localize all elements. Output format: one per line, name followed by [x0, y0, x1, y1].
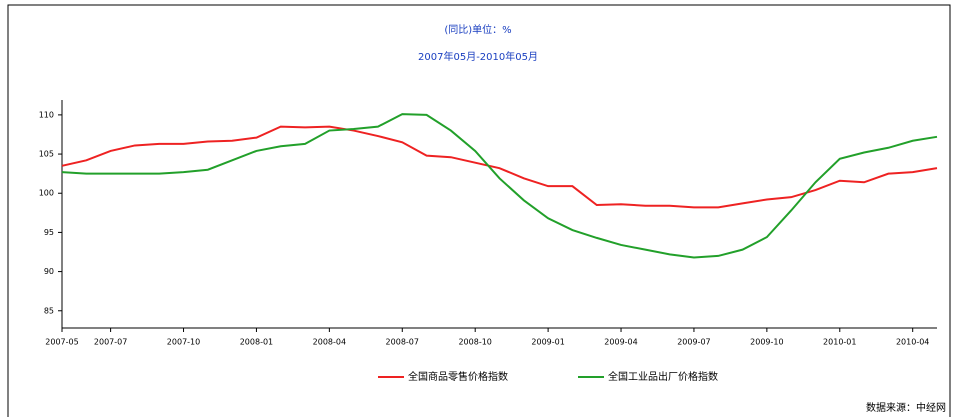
x-tick-label: 2008-07: [386, 338, 419, 347]
y-tick-label: 85: [44, 306, 54, 315]
x-tick-label: 2008-01: [240, 338, 273, 347]
x-tick-label: 2008-10: [458, 338, 491, 347]
x-tick-label: 2010-04: [896, 338, 929, 347]
y-tick-label: 90: [44, 267, 54, 276]
chart-subtitle: 2007年05月-2010年05月: [418, 50, 538, 63]
series-line: [61, 113, 938, 259]
x-tick-label: 2008-04: [313, 338, 346, 347]
x-tick-label: 2010-01: [823, 338, 856, 347]
x-tick-label: 2009-01: [531, 338, 564, 347]
legend-label: 全国商品零售价格指数: [408, 370, 508, 383]
x-tick-label: 2009-04: [604, 338, 637, 347]
series-line: [61, 125, 938, 209]
legend-label: 全国工业品出厂价格指数: [608, 370, 718, 383]
y-tick-label: 95: [44, 228, 54, 237]
x-tick-label: 2009-10: [750, 338, 783, 347]
chart-title: (同比)单位：%: [444, 23, 511, 36]
frame: [7, 4, 951, 417]
x-tick-label: 2007-07: [94, 338, 127, 347]
x-tick-label: 2009-07: [677, 338, 710, 347]
y-tick-label: 110: [39, 110, 54, 119]
x-tick-label: 2007-05: [45, 338, 78, 347]
source: 数据来源：中经网: [866, 401, 946, 414]
y-tick-label: 100: [39, 189, 54, 198]
y-tick-label: 105: [39, 150, 54, 159]
x-tick-label: 2007-10: [167, 338, 200, 347]
